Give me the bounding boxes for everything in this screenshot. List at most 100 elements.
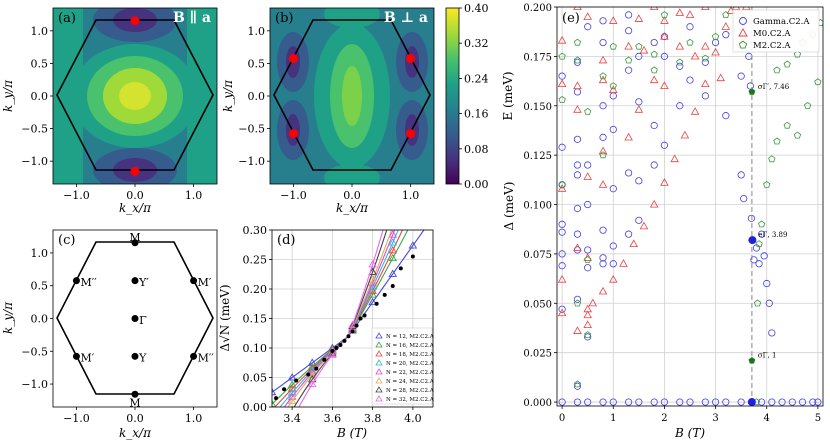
panel-d-series-line	[298, 230, 384, 407]
colorbar-gradient	[445, 7, 460, 185]
panel-b-minimum-marker	[406, 53, 416, 63]
panel-e-m2-point	[773, 137, 781, 145]
panel-a-field-label: B ∥ a	[173, 10, 211, 26]
panel-e-gamma-point	[609, 260, 617, 268]
panel-d-legend-marker	[375, 359, 383, 366]
panel-d-series-marker	[388, 230, 398, 238]
panel-e-zero-point	[737, 398, 745, 406]
panel-d-crossing-point	[322, 357, 327, 362]
panel-e-m0-point	[583, 172, 592, 180]
panel-e-m2-point	[650, 50, 658, 58]
panel-e-gamma-point	[558, 72, 566, 80]
panel-a-contour-4	[119, 82, 151, 110]
panel-e-gamma-point	[755, 260, 763, 268]
panel-c-point	[131, 315, 139, 322]
panel-c-ylabel: k_y/π	[1, 301, 15, 334]
panel-e-m2-point	[573, 56, 582, 64]
panel-c-point	[72, 277, 80, 285]
panel-d-series-marker	[307, 370, 317, 378]
panel-c-point-label: Y	[138, 352, 147, 365]
panel-e-m2-point	[584, 331, 592, 338]
panel-e-gamma-point	[635, 98, 643, 106]
panel-d-series-marker	[368, 275, 377, 283]
panel-b-minimum-marker	[288, 129, 298, 139]
panel-a-minimum-marker	[130, 16, 140, 26]
panel-a-ytick-label: 1.0	[31, 25, 49, 38]
panel-a-ylabel: k_y/π	[1, 79, 15, 112]
panel-c-point	[190, 277, 198, 285]
panel-e-gamma-point	[573, 230, 582, 238]
panel-d-crossing-point	[294, 378, 299, 383]
panel-d-series-marker	[389, 208, 396, 214]
panel-d-ytick-label: 0.10	[243, 342, 268, 355]
panel-c-point	[131, 390, 139, 398]
panel-e-gamma-point	[625, 66, 633, 74]
panel-a-xtick-label: 0.0	[126, 189, 144, 202]
panel-e-m0-point	[608, 85, 618, 93]
colorbar-label: E (meV)	[501, 71, 515, 120]
panel-e-m0-point	[598, 55, 608, 64]
panel-e-m0-point	[660, 16, 669, 24]
panel-e-m0-point	[608, 16, 618, 24]
panel-a-ytick-label: 0.0	[31, 90, 49, 103]
panel-b-xtick-label: 1.0	[402, 189, 420, 202]
panel-e-gamma-point	[558, 305, 566, 313]
panel-d-legend-label: N = 20, M2.C2.A	[386, 361, 435, 367]
panel-e-m2-point	[783, 60, 791, 68]
panel-e-m0-point	[649, 199, 659, 208]
panel-e-gamma-point	[599, 260, 607, 268]
panel-d-series-marker	[430, 214, 437, 220]
panel-d-series-marker	[269, 414, 276, 420]
panel-d-series-marker	[348, 320, 357, 329]
panel-e-legend-marker	[738, 28, 748, 37]
panel-e-zero-point	[814, 398, 822, 406]
panel-b-bottom-blob	[324, 164, 380, 184]
panel-e-ytick-label: 0.050	[523, 299, 552, 310]
panel-d-series-marker	[388, 253, 398, 262]
panel-d-series-marker	[388, 238, 398, 246]
panel-e-m0-point	[608, 274, 618, 283]
panel-d-legend-label: N = 32, M2.C2.A	[386, 397, 435, 403]
panel-e-m0-point	[690, 51, 700, 60]
panel-e-m2-point	[701, 54, 709, 62]
panel-e-m2-point	[558, 96, 566, 103]
panel-e-zero-point	[722, 398, 730, 406]
panel-e-gamma-point	[650, 121, 658, 130]
panel-e-gamma-point	[686, 76, 694, 84]
panel-b-contour-3	[342, 66, 362, 126]
panel-e-gamma-point	[635, 52, 643, 60]
panel-d-crossing-point	[314, 366, 319, 371]
panel-e-gamma-point	[599, 254, 607, 262]
panel-d-ytick-label: 0.30	[243, 224, 268, 237]
colorbar-tick-label: 0.16	[464, 108, 489, 121]
panel-e-legend-label: Gamma.C2.A	[753, 17, 810, 27]
panel-e-zero-point	[711, 398, 720, 406]
panel-d-series-marker	[388, 245, 398, 254]
panel-c-point	[131, 239, 139, 247]
panel-d-ytick-label: 0.20	[243, 283, 268, 296]
panel-d-legend-label: N = 28, M2.C2.A	[386, 388, 435, 394]
panel-e-frame	[556, 6, 824, 407]
panel-e-gamma-point	[558, 228, 566, 236]
panel-d-crossing-point	[282, 387, 287, 392]
panel-e-m0-point	[701, 79, 710, 88]
panel-d-crossing-point	[330, 348, 335, 353]
panel-e-m0-point	[660, 81, 669, 90]
panel-d-crossing-point	[350, 329, 355, 334]
panel-c-point-label: Γ	[139, 314, 147, 327]
panel-e-gamma-point	[584, 333, 592, 341]
panel-e-m0-point	[639, 45, 649, 54]
panel-e-m2-point	[584, 107, 592, 115]
panel-e-gamma-point	[558, 143, 566, 151]
panel-e-legend-label: M2.C2.A	[753, 41, 791, 51]
panel-e-xtick-label: 4	[764, 413, 770, 424]
panel-e-gamma-point	[635, 177, 643, 185]
panel-e-m2-point	[686, 38, 694, 46]
panel-e-m2-point	[558, 181, 566, 188]
panel-e-m0-point	[573, 81, 582, 90]
panel-e-m0-point	[670, 154, 679, 163]
panel-e-m2-point	[609, 42, 617, 50]
panel-e-m0-point	[557, 274, 567, 283]
panel-a-xtick-label: −1.0	[63, 189, 90, 202]
